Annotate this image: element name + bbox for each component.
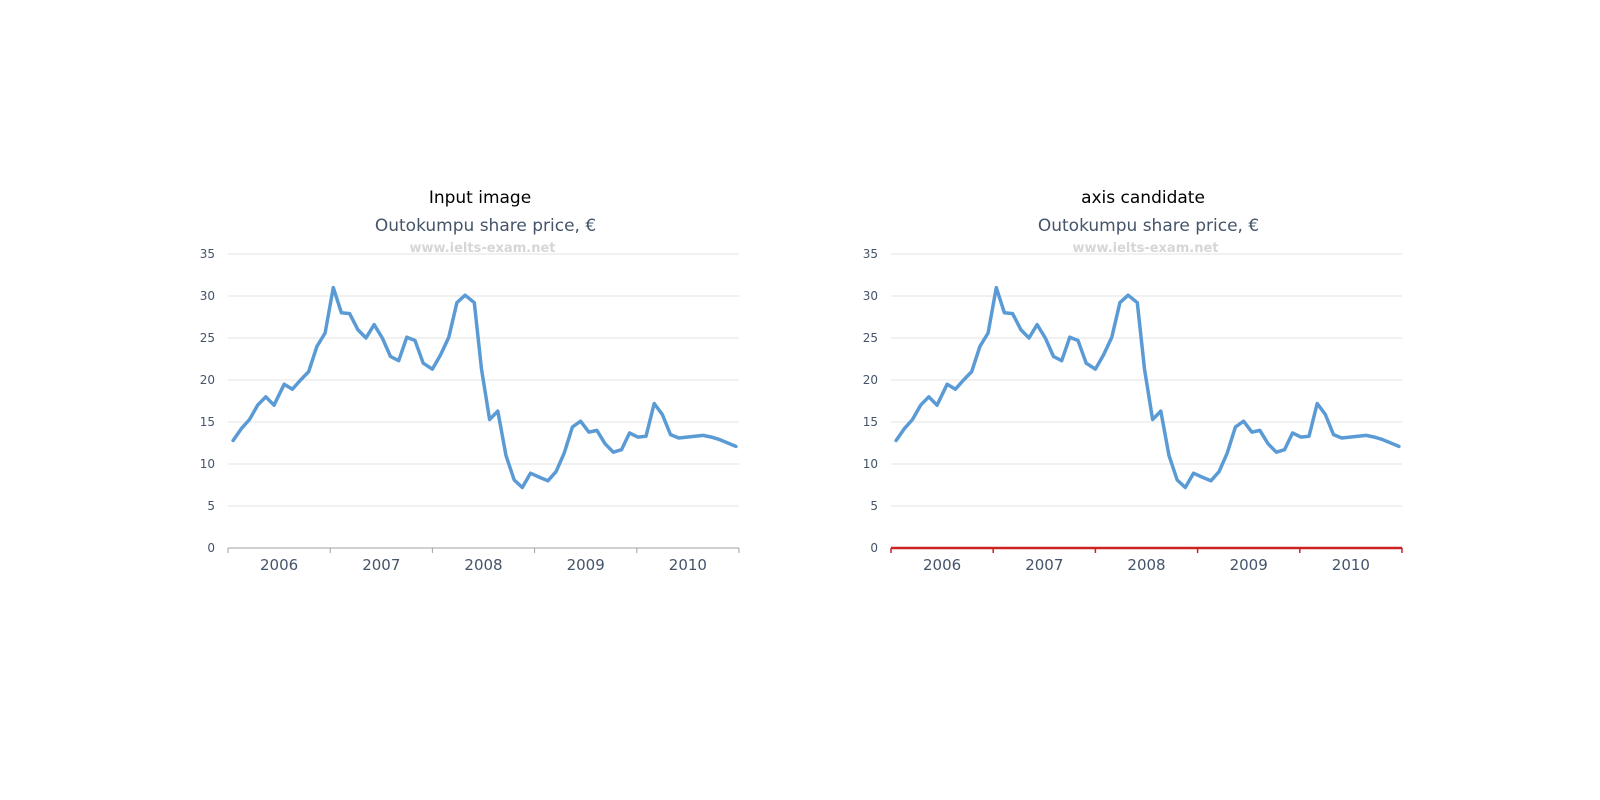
x-tick-label: 2006 (260, 556, 298, 574)
y-tick-label: 10 (863, 457, 878, 471)
panel-title: axis candidate (1081, 188, 1205, 208)
axis-candidate-panel: axis candidate Outokumpu share price, € w… (853, 180, 1433, 600)
x-tick-label: 2008 (1127, 556, 1165, 574)
panel-title: Input image (428, 188, 532, 208)
y-tick-label: 25 (863, 331, 878, 345)
y-tick-label: 5 (870, 499, 878, 513)
chart-title: Outokumpu share price, € (375, 216, 596, 236)
x-tick-label: 2010 (1332, 556, 1370, 574)
watermark: www.ielts-exam.net (1073, 241, 1219, 256)
y-tick-label: 20 (200, 373, 215, 387)
input-image-panel: Input image Outokumpu share price, € www.… (190, 180, 770, 600)
y-tick-label: 35 (200, 247, 215, 261)
watermark: www.ielts-exam.net (410, 241, 556, 256)
y-tick-label: 20 (863, 373, 878, 387)
y-tick-label: 10 (200, 457, 215, 471)
x-tick-label: 2010 (669, 556, 707, 574)
y-tick-label: 30 (863, 289, 878, 303)
x-tick-label: 2007 (362, 556, 400, 574)
y-tick-label: 35 (863, 247, 878, 261)
chart-svg: Outokumpu share price, € www.ielts-exam.n… (200, 216, 740, 574)
x-tick-label: 2009 (1230, 556, 1268, 574)
x-tick-label: 2007 (1025, 556, 1063, 574)
chart-svg: Outokumpu share price, € www.ielts-exam.n… (863, 216, 1403, 574)
series-line (231, 285, 738, 490)
y-tick-label: 0 (207, 541, 215, 555)
x-tick-label: 2009 (567, 556, 605, 574)
y-tick-label: 25 (200, 331, 215, 345)
y-tick-label: 5 (207, 499, 215, 513)
y-tick-label: 0 (870, 541, 878, 555)
x-tick-label: 2006 (923, 556, 961, 574)
y-tick-label: 30 (200, 289, 215, 303)
chart-title: Outokumpu share price, € (1038, 216, 1259, 236)
x-tick-label: 2008 (464, 556, 502, 574)
y-tick-label: 15 (200, 415, 215, 429)
y-tick-label: 15 (863, 415, 878, 429)
series-line (894, 285, 1401, 490)
